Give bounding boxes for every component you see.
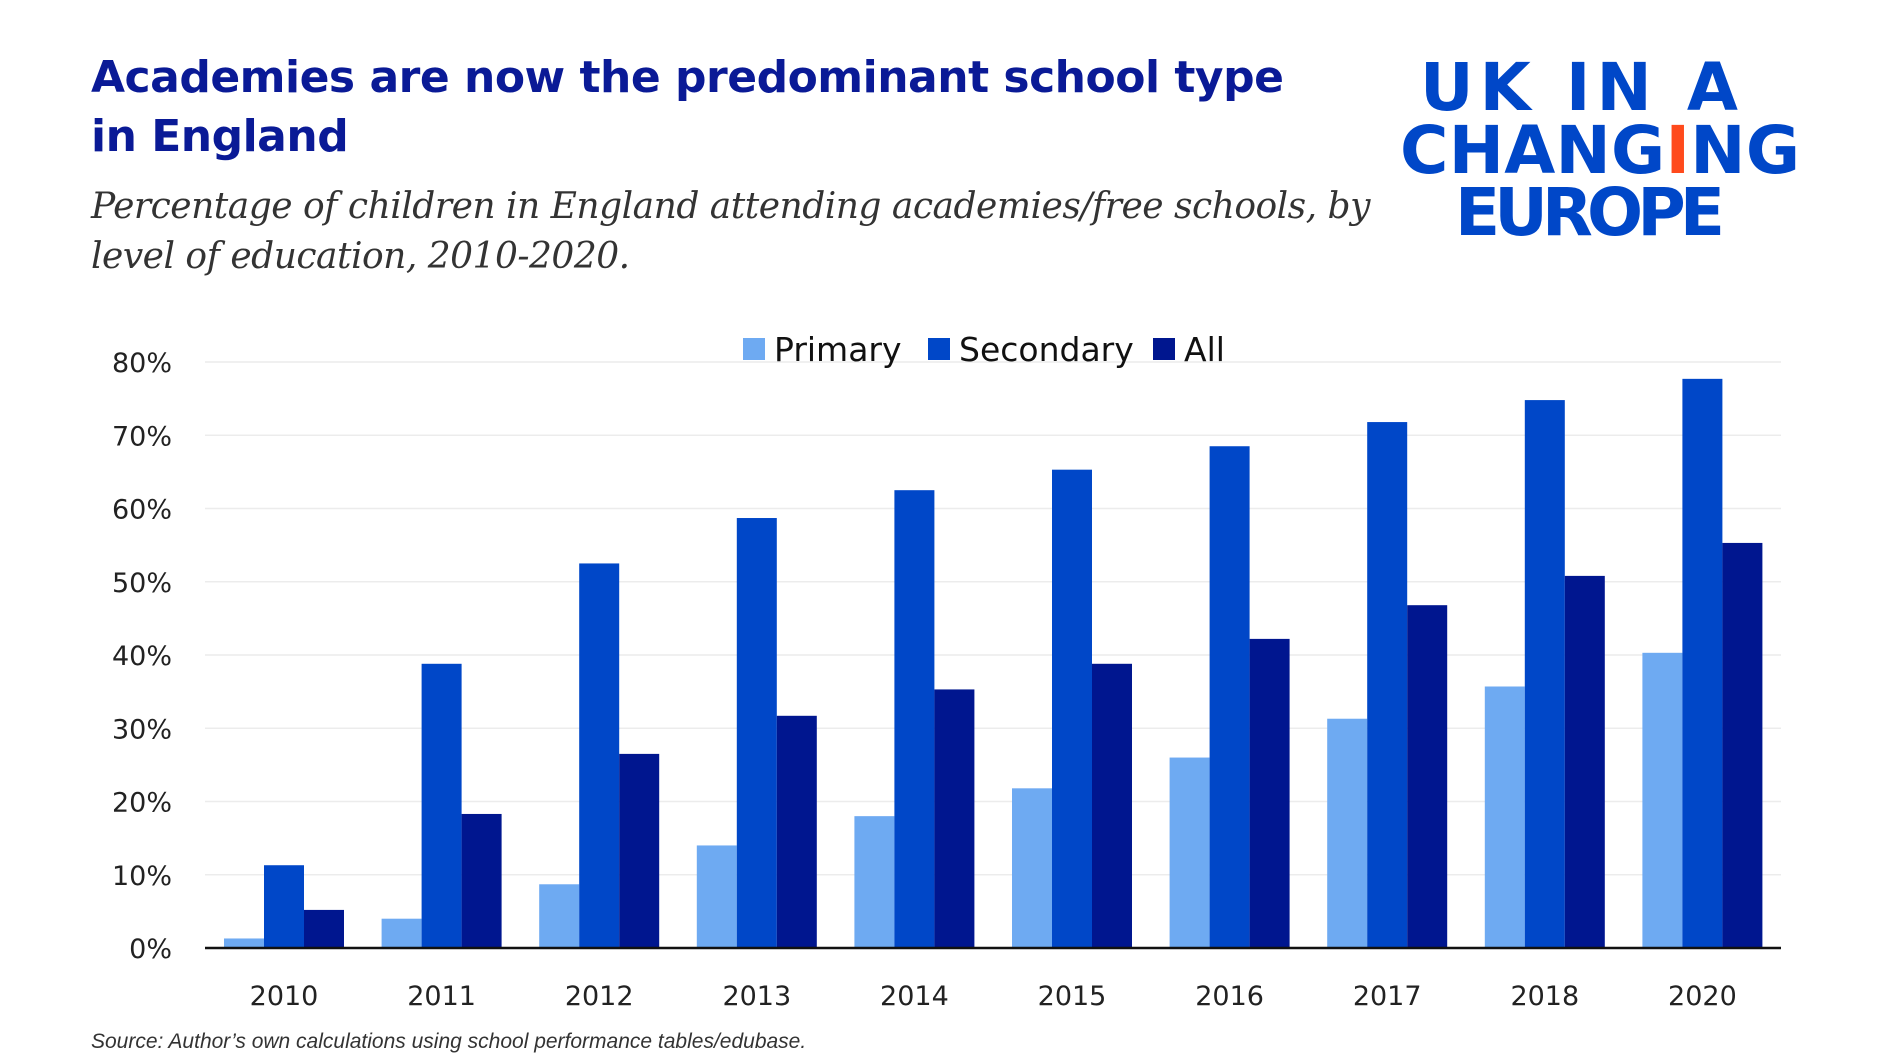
bar-secondary-2015 [1052, 469, 1092, 948]
bar-secondary-2013 [736, 518, 777, 948]
legend-swatch-secondary [928, 338, 950, 360]
bar-all-2017 [1407, 605, 1448, 948]
y-tick-label: 0% [129, 934, 172, 965]
bar-secondary-2018 [1524, 400, 1565, 949]
x-tick-label: 2010 [250, 981, 319, 1012]
bar-primary-2016 [1169, 757, 1210, 948]
bar-all-2020 [1722, 542, 1763, 948]
y-tick-label: 20% [112, 788, 172, 819]
bar-secondary-2014 [894, 490, 935, 948]
legend-label-all: All [1184, 330, 1225, 369]
y-tick-label: 40% [112, 641, 172, 672]
bar-primary-2011 [381, 918, 422, 948]
legend-swatch-primary [743, 338, 765, 360]
bar-all-2015 [1092, 663, 1132, 948]
y-tick-label: 10% [112, 861, 172, 892]
bar-secondary-2012 [579, 563, 620, 948]
bar-all-2018 [1564, 575, 1605, 948]
x-tick-label: 2020 [1668, 981, 1737, 1012]
bar-all-2010 [304, 909, 344, 948]
svg-text:EUROPE: EUROPE [1455, 174, 1725, 250]
bar-primary-2014 [854, 816, 895, 948]
y-tick-label: 30% [112, 714, 172, 745]
x-tick-label: 2012 [565, 981, 634, 1012]
bar-secondary-2010 [264, 865, 304, 948]
legend-label-primary: Primary [774, 330, 902, 369]
bar-primary-2010 [224, 938, 264, 948]
y-tick-label: 70% [112, 421, 172, 452]
y-tick-label: 60% [112, 495, 172, 526]
svg-text:CHANGING: CHANGING [1400, 112, 1800, 189]
bar-primary-2020 [1642, 652, 1683, 948]
bar-secondary-2020 [1682, 378, 1723, 948]
uk-in-a-changing-europe-logo: UK IN A CHANGING EUROPE [1400, 50, 1800, 250]
bar-primary-2012 [539, 884, 580, 948]
bar-secondary-2011 [421, 663, 462, 948]
bar-all-2012 [619, 753, 660, 948]
bar-all-2013 [776, 715, 817, 948]
x-tick-label: 2018 [1510, 981, 1579, 1012]
bar-all-2011 [461, 813, 502, 948]
bar-primary-2017 [1327, 718, 1368, 948]
x-tick-label: 2014 [880, 981, 949, 1012]
chart-subtitle: Percentage of children in England attend… [91, 186, 1370, 277]
y-tick-label: 50% [112, 568, 172, 599]
source-note: Source: Author’s own calculations using … [91, 1030, 807, 1053]
bar-primary-2013 [696, 845, 737, 948]
bar-primary-2018 [1484, 686, 1525, 948]
bar-primary-2015 [1012, 788, 1052, 948]
y-tick-label: 80% [112, 348, 172, 379]
x-tick-label: 2013 [722, 981, 791, 1012]
chart-title: Academies are now the predominant school… [91, 52, 1284, 162]
x-tick-label: 2016 [1195, 981, 1264, 1012]
x-tick-label: 2011 [407, 981, 476, 1012]
bar-all-2016 [1249, 638, 1290, 948]
x-tick-label: 2015 [1038, 981, 1107, 1012]
legend-swatch-all [1153, 338, 1175, 360]
bar-secondary-2016 [1209, 446, 1250, 948]
bar-secondary-2017 [1367, 422, 1408, 948]
bar-all-2014 [934, 689, 975, 948]
x-tick-label: 2017 [1353, 981, 1422, 1012]
legend-label-secondary: Secondary [959, 330, 1134, 369]
